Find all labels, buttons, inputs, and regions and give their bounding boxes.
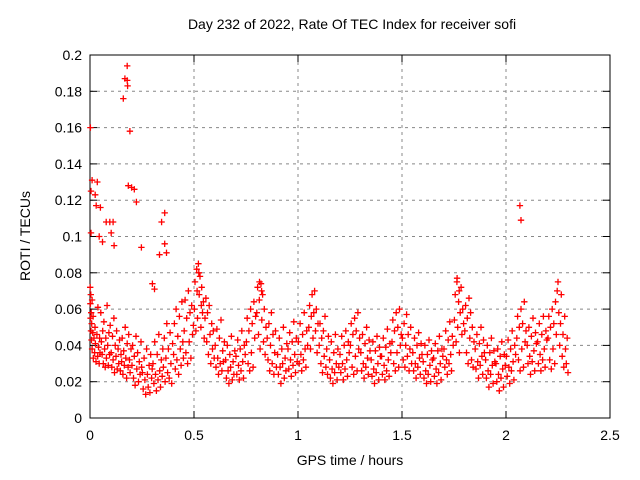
chart-title: Day 232 of 2022, Rate Of TEC Index for r… [187,16,517,32]
y-tick-label: 0.12 [55,192,82,208]
x-tick-label: 0.5 [184,427,204,443]
data-points [87,62,572,398]
y-tick-label: 0.08 [55,265,82,281]
x-tick-label: 2 [502,427,510,443]
y-tick-label: 0.18 [55,83,82,99]
x-tick-label: 2.5 [600,427,620,443]
x-tick-label: 1 [294,427,302,443]
y-tick-label: 0.06 [55,301,82,317]
y-tick-label: 0.1 [63,229,83,245]
x-tick-label: 0 [86,427,94,443]
x-tick-label: 1.5 [392,427,412,443]
y-tick-label: 0.16 [55,120,82,136]
y-tick-label: 0 [74,410,82,426]
y-tick-label: 0.2 [63,47,83,63]
y-tick-label: 0.02 [55,374,82,390]
y-tick-label: 0.04 [55,337,82,353]
y-tick-label: 0.14 [55,156,82,172]
x-axis-label: GPS time / hours [296,452,404,468]
